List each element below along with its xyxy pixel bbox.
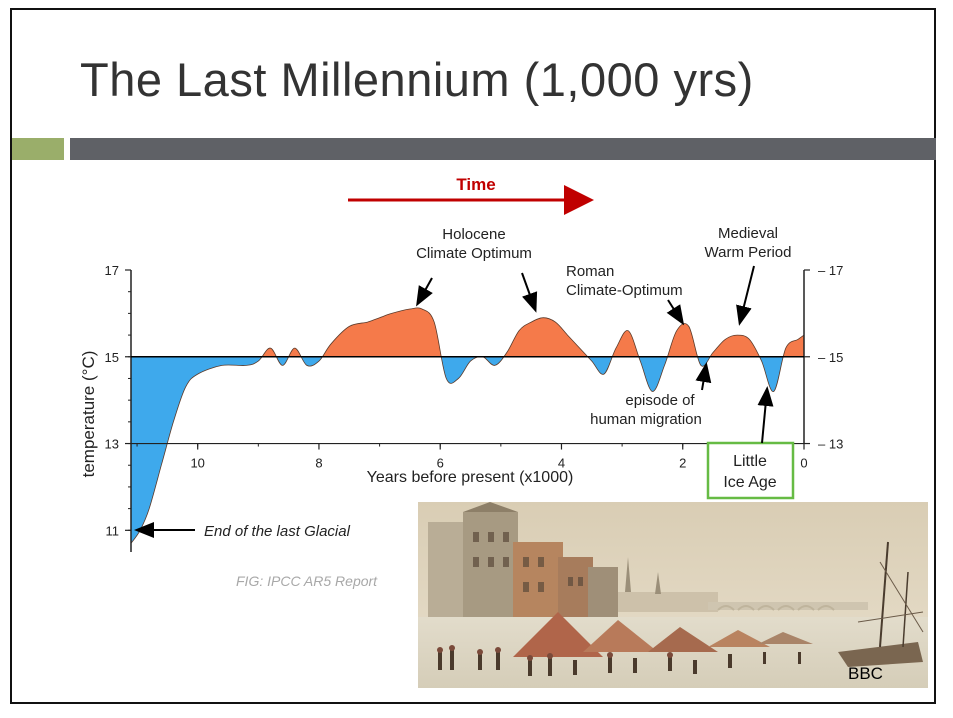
x-tick-label: 8 bbox=[315, 456, 322, 471]
annotation-ice-age-line1: Little bbox=[733, 453, 767, 470]
chart-ticks: 10 8 6 4 2 0 17 15 13 11 – 17 – 15 – 13 bbox=[105, 263, 844, 538]
x-tick-label: 4 bbox=[558, 456, 565, 471]
arrow-ice-age bbox=[757, 386, 774, 444]
right-y-tick-label: – 13 bbox=[818, 437, 843, 452]
accent-bar bbox=[12, 138, 64, 160]
y-tick-label: 15 bbox=[105, 350, 119, 365]
warm-anomaly-area bbox=[262, 307, 804, 357]
annotation-medieval-line1: Medieval bbox=[718, 225, 778, 242]
annotation-glacial: End of the last Glacial bbox=[204, 523, 351, 540]
slide-frame bbox=[10, 8, 936, 704]
annotation-migration-line1: episode of bbox=[625, 392, 695, 409]
annotation-migration-line2: human migration bbox=[590, 411, 702, 428]
annotation-roman-line2: Climate-Optimum bbox=[566, 282, 683, 299]
y-tick-label: 17 bbox=[105, 263, 119, 278]
figure-source: FIG: IPCC AR5 Report bbox=[236, 573, 378, 589]
annotation-holocene-line1: Holocene bbox=[442, 226, 505, 243]
arrow-holocene-left bbox=[416, 277, 433, 307]
slide-title: The Last Millennium (1,000 yrs) bbox=[80, 53, 754, 106]
little-ice-age-box bbox=[706, 441, 795, 500]
arrow-roman bbox=[666, 299, 685, 326]
photo-credit: BBC bbox=[848, 664, 883, 683]
y-tick-label: 13 bbox=[105, 437, 119, 452]
x-tick-label: 10 bbox=[190, 456, 204, 471]
arrow-holocene-right bbox=[521, 272, 538, 313]
annotation-medieval-line2: Warm Period bbox=[705, 244, 792, 261]
y-tick-label: 11 bbox=[106, 523, 120, 538]
arrow-medieval bbox=[736, 265, 755, 326]
x-tick-label: 0 bbox=[800, 456, 807, 471]
x-tick-label: 6 bbox=[437, 456, 444, 471]
y-axis-label: temperature (°C) bbox=[79, 351, 98, 478]
x-tick-label: 2 bbox=[679, 456, 686, 471]
time-label: Time bbox=[456, 175, 495, 194]
x-axis-label: Years before present (x1000) bbox=[367, 469, 574, 486]
frost-fair-painting bbox=[418, 502, 928, 688]
title-underline-bar bbox=[70, 138, 936, 160]
annotation-ice-age-line2: Ice Age bbox=[723, 474, 776, 491]
right-y-tick-label: – 17 bbox=[818, 263, 843, 278]
annotation-holocene-line2: Climate Optimum bbox=[416, 245, 532, 262]
arrow-migration bbox=[695, 362, 712, 391]
annotation-roman-line1: Roman bbox=[566, 263, 614, 280]
right-y-tick-label: – 15 bbox=[818, 350, 843, 365]
